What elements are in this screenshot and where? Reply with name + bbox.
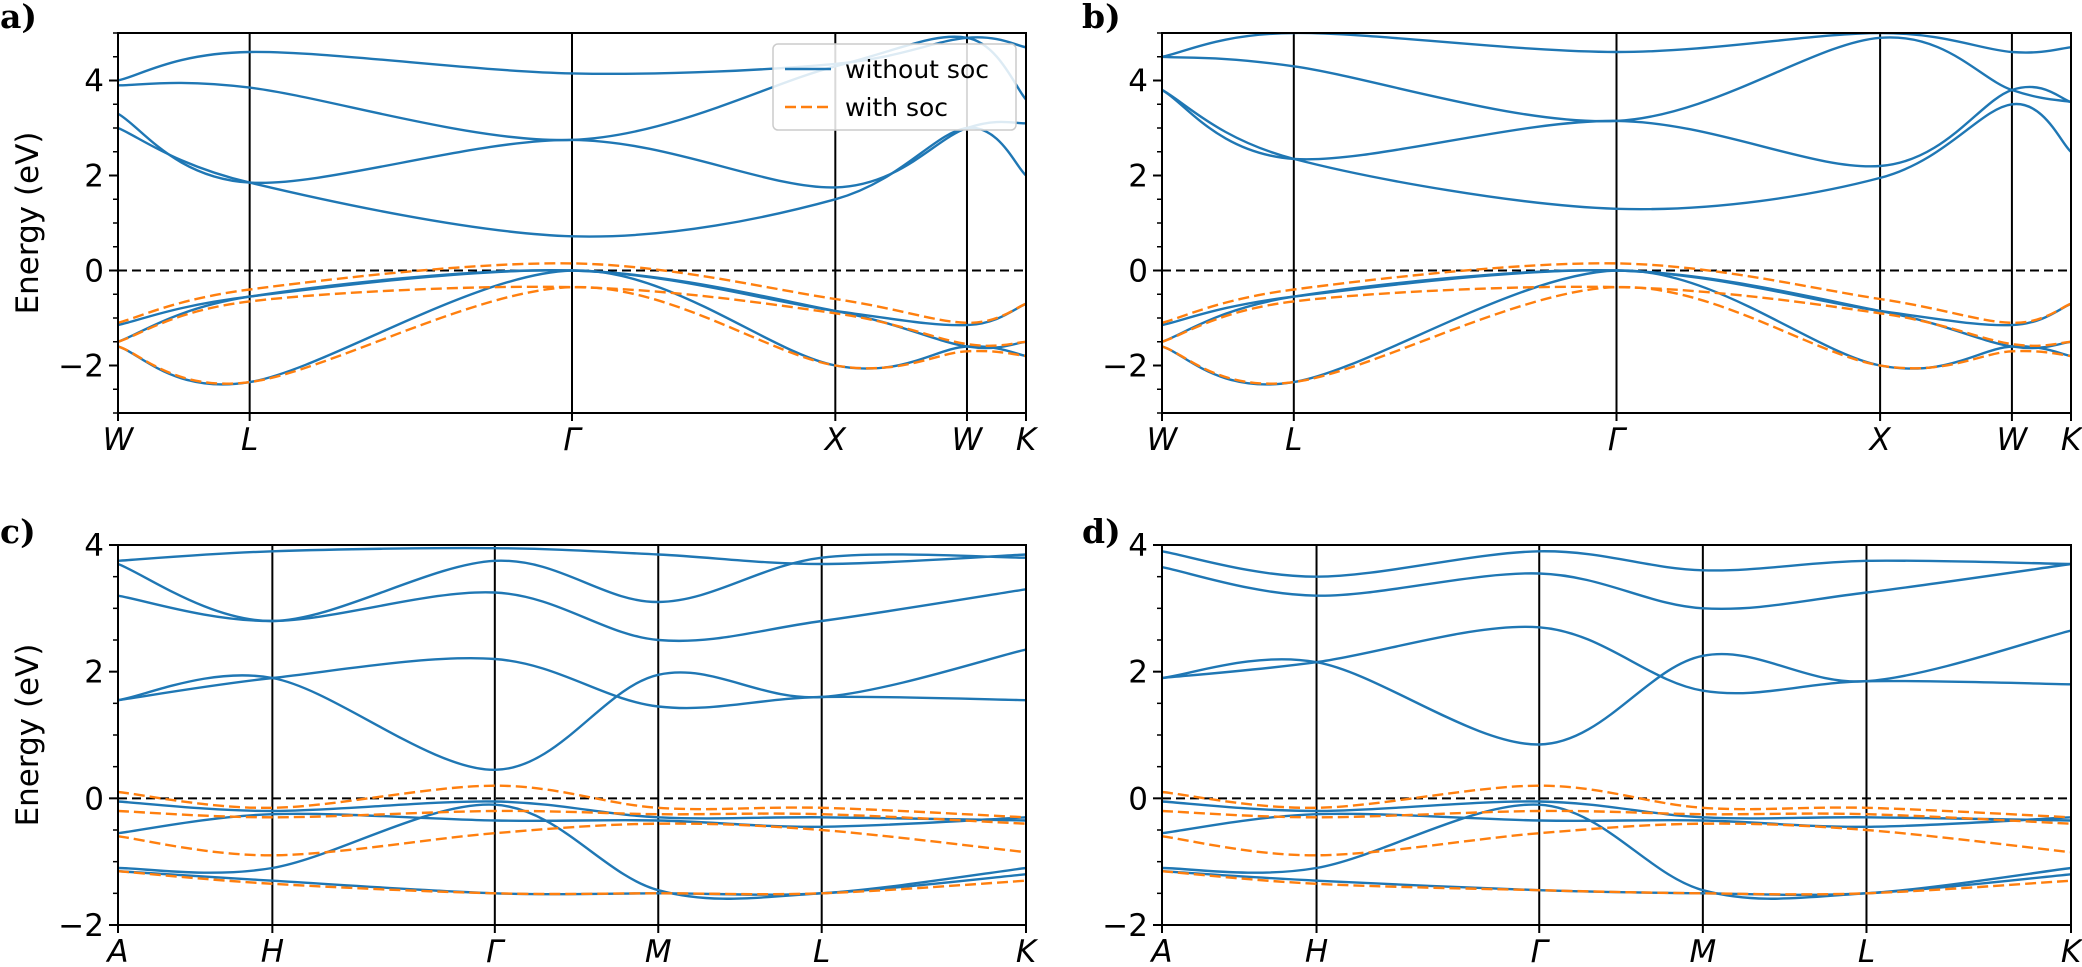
band-without-soc bbox=[1162, 85, 2071, 168]
legend-entry: with soc bbox=[845, 93, 948, 122]
kpoint-label: M bbox=[1689, 934, 1716, 967]
band-with-soc bbox=[118, 262, 1026, 325]
band-without-soc bbox=[1162, 36, 2071, 123]
y-tick-label: 4 bbox=[1128, 64, 1148, 100]
band-with-soc bbox=[118, 809, 1026, 825]
bands-group bbox=[118, 35, 1026, 386]
y-tick-label: 2 bbox=[1128, 159, 1148, 195]
legend-entry: without soc bbox=[845, 55, 989, 84]
kpoint-label: W bbox=[103, 422, 135, 458]
panel-3: −2 0 2 4 A H Γ M L Kd) bbox=[1082, 512, 2082, 967]
y-tick-label: 2 bbox=[84, 655, 104, 691]
kpoint-label: Γ bbox=[1608, 422, 1628, 458]
y-tick-label: 0 bbox=[84, 254, 104, 290]
y-tick-label: 4 bbox=[84, 528, 104, 564]
y-tick-label: 0 bbox=[1128, 781, 1148, 817]
kpoint-label: Γ bbox=[563, 422, 583, 458]
kpoint-label: K bbox=[2061, 422, 2082, 458]
bands-group bbox=[1162, 33, 2071, 386]
band-without-soc bbox=[1162, 800, 2071, 822]
y-tick-label: −2 bbox=[58, 908, 104, 944]
band-without-soc bbox=[118, 588, 1026, 643]
kpoint-label: X bbox=[823, 422, 847, 458]
kpoint-label: M bbox=[645, 934, 672, 967]
band-without-soc bbox=[118, 546, 1026, 566]
band-without-soc bbox=[1162, 562, 2071, 610]
band-without-soc bbox=[118, 648, 1026, 772]
y-tick-label: 0 bbox=[84, 781, 104, 817]
legend-frame bbox=[772, 43, 1017, 131]
band-with-soc bbox=[118, 285, 1026, 385]
bands-group bbox=[118, 546, 1026, 900]
band-with-soc bbox=[118, 822, 1026, 857]
kpoint-label: Γ bbox=[486, 934, 506, 967]
kpoint-label: X bbox=[1867, 422, 1891, 458]
kpoint-label: H bbox=[261, 934, 284, 967]
band-with-soc bbox=[1162, 822, 2071, 857]
y-tick-label: 4 bbox=[84, 64, 104, 100]
y-tick-label: −2 bbox=[1102, 908, 1148, 944]
bands-group bbox=[1162, 550, 2071, 900]
kpoint-label: W bbox=[952, 422, 984, 458]
band-without-soc bbox=[1162, 625, 2071, 695]
kpoint-label: W bbox=[1147, 422, 1179, 458]
kpoint-label: A bbox=[1149, 934, 1172, 967]
kpoint-label: K bbox=[1016, 934, 1039, 967]
axes-frame bbox=[117, 544, 1027, 926]
y-tick-label: −2 bbox=[58, 349, 104, 385]
band-without-soc bbox=[1162, 550, 2071, 578]
kpoint-label: A bbox=[105, 934, 128, 967]
band-with-soc bbox=[1162, 784, 2071, 819]
band-without-soc bbox=[1162, 629, 2071, 746]
panel-2: −2 0 2 4 A H Γ M L K Energy (eV) c) bbox=[0, 512, 1039, 967]
kpoint-label: K bbox=[1016, 422, 1039, 458]
band-without-soc bbox=[118, 112, 1026, 189]
band-without-soc bbox=[1162, 812, 2071, 835]
kpoint-label: K bbox=[2061, 934, 2082, 967]
band-without-soc bbox=[118, 269, 1026, 350]
band-with-soc bbox=[1162, 870, 2071, 896]
band-without-soc bbox=[118, 656, 1026, 710]
kpoint-label: L bbox=[1858, 934, 1875, 967]
panel-label: b) bbox=[1082, 0, 1121, 36]
y-tick-label: 4 bbox=[1128, 528, 1148, 564]
band-without-soc bbox=[118, 36, 1026, 82]
kpoint-label: L bbox=[241, 422, 258, 458]
y-axis-title: Energy (eV) bbox=[10, 132, 46, 315]
kpoint-label: Γ bbox=[1531, 934, 1551, 967]
band-with-soc bbox=[1162, 809, 2071, 825]
kpoint-label: L bbox=[1285, 422, 1302, 458]
band-without-soc bbox=[1162, 269, 2071, 350]
legend: without soc with soc bbox=[772, 43, 1017, 131]
y-axis-title: Energy (eV) bbox=[10, 644, 46, 827]
y-tick-label: −2 bbox=[1102, 349, 1148, 385]
band-with-soc bbox=[1162, 285, 2071, 385]
band-with-soc bbox=[118, 285, 1026, 348]
band-with-soc bbox=[1162, 285, 2071, 348]
kpoint-label: W bbox=[1997, 422, 2029, 458]
panel-label: c) bbox=[0, 512, 36, 551]
kpoint-label: H bbox=[1305, 934, 1328, 967]
band-without-soc bbox=[118, 812, 1026, 835]
band-with-soc bbox=[118, 870, 1026, 896]
kpoint-label: L bbox=[813, 934, 830, 967]
panel-label: a) bbox=[0, 0, 37, 36]
y-tick-label: 2 bbox=[84, 159, 104, 195]
band-without-soc bbox=[118, 553, 1026, 623]
band-without-soc bbox=[118, 800, 1026, 822]
band-with-soc bbox=[118, 784, 1026, 819]
band-with-soc bbox=[1162, 262, 2071, 325]
axes-frame bbox=[1161, 544, 2072, 926]
panel-label: d) bbox=[1082, 512, 1121, 551]
y-tick-label: 0 bbox=[1128, 254, 1148, 290]
y-tick-label: 2 bbox=[1128, 655, 1148, 691]
